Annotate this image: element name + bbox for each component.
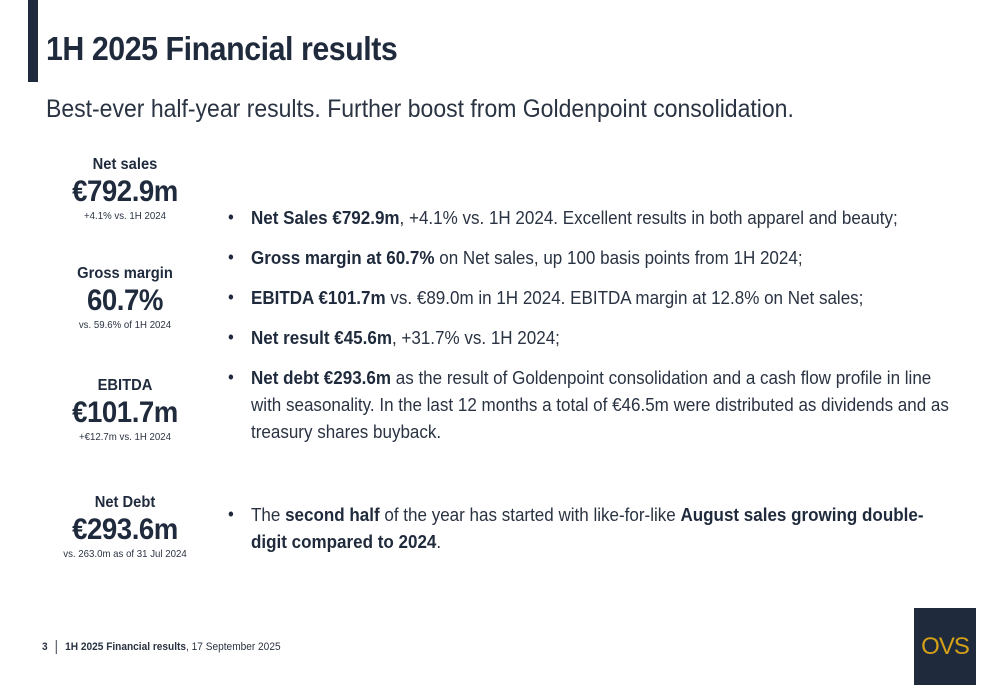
- bullet-bold: Net result €45.6m: [251, 327, 392, 348]
- bullet-ebitda: EBITDA €101.7m vs. €89.0m in 1H 2024. EB…: [228, 284, 950, 311]
- outlook-bold-2: August sales growing double-digit compar…: [251, 504, 924, 552]
- logo-text: OVS: [921, 632, 970, 660]
- bullet-text: vs. €89.0m in 1H 2024. EBITDA margin at …: [385, 287, 864, 308]
- outlook-text-post: .: [436, 531, 442, 552]
- page-subtitle: Best-ever half-year results. Further boo…: [46, 95, 794, 123]
- outlook-text-pre: The: [251, 504, 286, 525]
- kpi-net-debt: Net Debt €293.6m vs. 263.0m as of 31 Jul…: [50, 494, 200, 560]
- kpi-value: 60.7%: [87, 284, 163, 317]
- bullet-bold: Net Sales €792.9m: [251, 207, 400, 228]
- kpi-ebitda: EBITDA €101.7m +€12.7m vs. 1H 2024: [50, 377, 200, 443]
- kpi-note: vs. 59.6% of 1H 2024: [78, 319, 172, 331]
- kpi-note: vs. 263.0m as of 31 Jul 2024: [63, 548, 187, 560]
- bullet-net-debt: Net debt €293.6m as the result of Golden…: [228, 364, 950, 445]
- kpi-value: €101.7m: [72, 396, 178, 429]
- bullet-bold: Net debt €293.6m: [251, 367, 392, 388]
- ovs-logo: OVS: [914, 608, 976, 685]
- kpi-label: Gross margin: [77, 265, 173, 282]
- kpi-gross-margin: Gross margin 60.7% vs. 59.6% of 1H 2024: [50, 265, 200, 331]
- kpi-label: EBITDA: [97, 377, 153, 394]
- outlook-text-mid: of the year has started with like-for-li…: [379, 504, 681, 525]
- page-title: 1H 2025 Financial results: [46, 30, 398, 67]
- bullet-text: on Net sales, up 100 basis points from 1…: [434, 247, 803, 268]
- bullet-bold: Gross margin at 60.7%: [251, 247, 435, 268]
- kpi-label: Net sales: [92, 156, 158, 173]
- footer-date: , 17 September 2025: [186, 641, 281, 653]
- bullet-bold: EBITDA €101.7m: [251, 287, 386, 308]
- footer: 3 1H 2025 Financial results, 17 Septembe…: [42, 640, 281, 654]
- bullet-gross-margin: Gross margin at 60.7% on Net sales, up 1…: [228, 244, 950, 271]
- footer-doc-title: 1H 2025 Financial results: [65, 641, 187, 653]
- footer-divider: [55, 640, 57, 654]
- kpi-note: +€12.7m vs. 1H 2024: [78, 431, 172, 443]
- kpi-value: €293.6m: [72, 513, 178, 546]
- kpi-value: €792.9m: [72, 175, 178, 208]
- bullet-text: , +4.1% vs. 1H 2024. Excellent results i…: [399, 207, 898, 228]
- bullet-text: , +31.7% vs. 1H 2024;: [391, 327, 560, 348]
- kpi-net-sales: Net sales €792.9m +4.1% vs. 1H 2024: [50, 156, 200, 222]
- title-accent-bar: [28, 0, 38, 82]
- kpi-note: +4.1% vs. 1H 2024: [84, 210, 166, 222]
- bullet-net-result: Net result €45.6m, +31.7% vs. 1H 2024;: [228, 324, 950, 351]
- page-number: 3: [42, 641, 48, 653]
- bullet-net-sales: Net Sales €792.9m, +4.1% vs. 1H 2024. Ex…: [228, 204, 950, 231]
- outlook-bullet-list: The second half of the year has started …: [228, 501, 948, 555]
- results-bullet-list: Net Sales €792.9m, +4.1% vs. 1H 2024. Ex…: [228, 204, 950, 445]
- bullet-outlook: The second half of the year has started …: [228, 501, 950, 555]
- kpi-label: Net Debt: [94, 494, 156, 511]
- bullet-text: as the result of Goldenpoint consolidati…: [251, 367, 949, 442]
- outlook-bold-1: second half: [285, 504, 380, 525]
